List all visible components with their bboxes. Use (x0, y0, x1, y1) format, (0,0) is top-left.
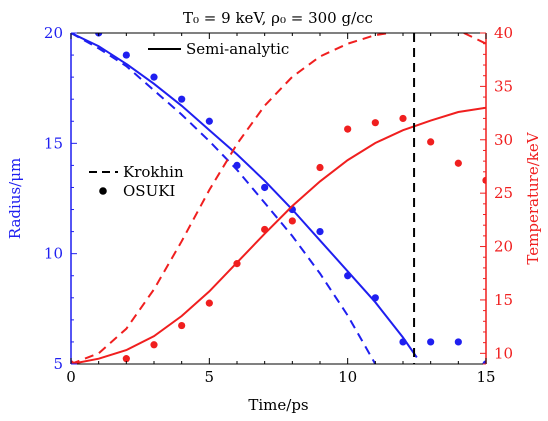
temperature-osuki-point (205, 299, 213, 307)
y-right-axis-label: Temperature/keV (524, 131, 542, 264)
chart-title: T₀ = 9 keV, ρ₀ = 300 g/cc (183, 9, 373, 27)
y-left-tick-label: 15 (44, 134, 63, 152)
plot-area (71, 33, 486, 364)
y-right-tick-label: 40 (494, 24, 513, 42)
legend-dot-swatch (99, 187, 107, 195)
radius-osuki-point (205, 117, 213, 125)
temperature-osuki-point (288, 217, 296, 225)
temperature-osuki-point (399, 114, 407, 123)
x-tick-label: 15 (476, 368, 495, 386)
y-left-tick-label: 5 (53, 355, 63, 373)
temperature-krokhin-tail-line (463, 33, 486, 45)
temperature-osuki-point (316, 163, 324, 172)
radius-krokhin-line (71, 33, 377, 364)
radius-osuki-point (482, 360, 486, 364)
temperature-osuki-point (261, 225, 269, 234)
temperature-semi-analytic-line (71, 106, 486, 364)
radius-osuki-point (344, 272, 352, 280)
axes: 0 5 10 15510152010152025303540Time/psRadius… (6, 24, 542, 414)
x-tick-label: 5 (205, 368, 215, 386)
y-right-tick-label: 35 (494, 77, 513, 95)
y-right-tick-label: 25 (494, 184, 513, 202)
y-left-tick-label: 10 (44, 245, 63, 263)
y-left-tick-label: 20 (44, 24, 63, 42)
y-right-tick-label: 20 (494, 238, 513, 256)
temperature-osuki-point (150, 341, 158, 349)
radius-semi-analytic-line (71, 33, 418, 358)
temperature-osuki-point (454, 159, 462, 167)
radius-osuki-point (399, 338, 407, 346)
legend-label-krokhin: Krokhin (123, 163, 184, 181)
x-axis-label: Time/ps (248, 396, 308, 414)
y-right-tick-label: 30 (494, 131, 513, 149)
y-right-tick-label: 10 (494, 344, 513, 362)
temperature-osuki-point (178, 321, 186, 330)
radius-osuki-point (233, 161, 241, 169)
temperature-krokhin-line (71, 33, 390, 364)
legend-label-osuki: OSUKI (123, 182, 175, 200)
x-tick-label: 10 (338, 368, 357, 386)
y-left-axis-label: Radius/μm (6, 158, 24, 239)
radius-osuki-point (178, 95, 186, 103)
legend-label-semi-analytic: Semi-analytic (186, 40, 289, 58)
radius-osuki-point (261, 183, 269, 192)
radius-osuki-point (150, 73, 158, 81)
radius-osuki-point (371, 294, 379, 302)
temperature-osuki-point (371, 119, 379, 127)
radius-osuki-point (427, 338, 435, 346)
radius-osuki-point (122, 51, 130, 59)
radius-osuki-point (316, 228, 324, 236)
x-tick-label: 0 (66, 368, 76, 386)
temperature-osuki-point (344, 125, 352, 133)
temperature-osuki-point (122, 355, 130, 363)
temperature-osuki-point (427, 138, 435, 146)
temperature-osuki-point (233, 260, 241, 268)
y-right-tick-label: 15 (494, 291, 513, 309)
temperature-osuki-point (71, 360, 75, 364)
radius-osuki-point (454, 338, 462, 346)
